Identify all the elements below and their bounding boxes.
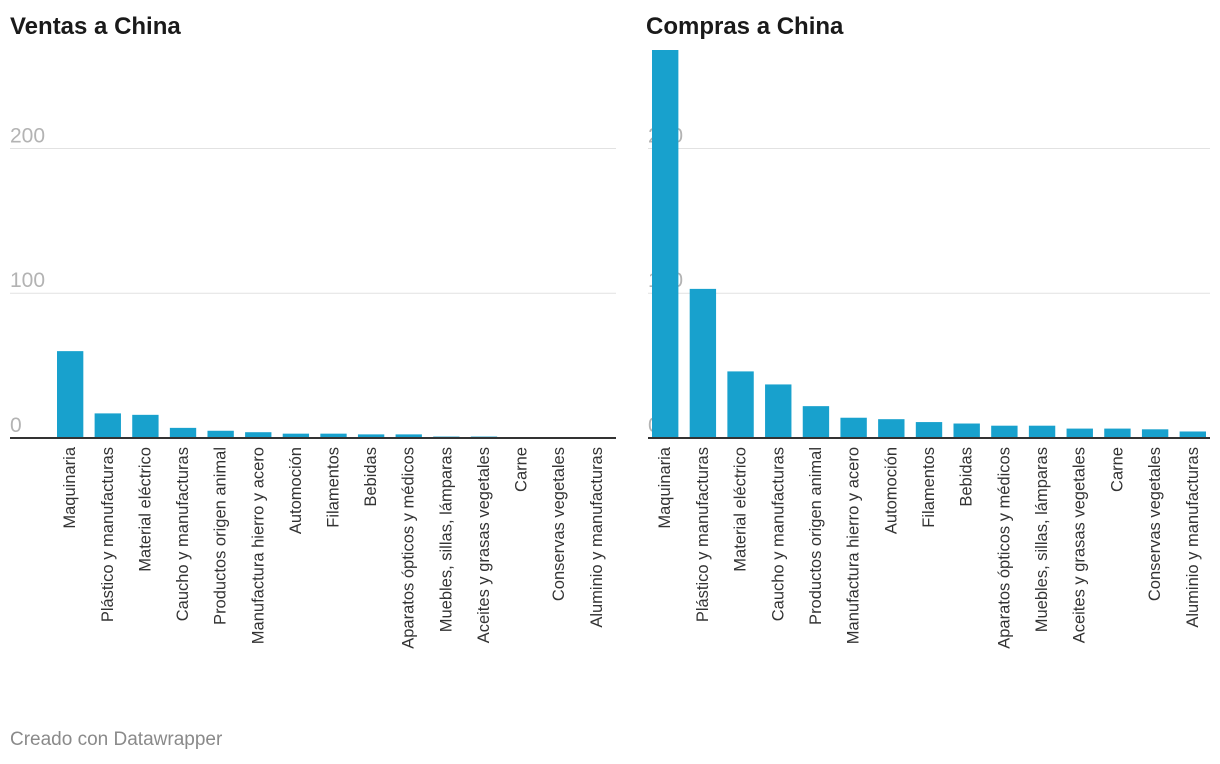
x-tick-label: Manufactura hierro y acero [845, 447, 863, 644]
x-tick-label: Bebidas [362, 447, 380, 507]
bar [765, 384, 792, 438]
chart-title: Compras a China [646, 13, 844, 40]
chart-canvas: Ventas a China 0 100 200 Maquinaria Plástico … [10, 13, 1210, 649]
x-tick-label: Aparatos ópticos y médicos [400, 447, 418, 649]
x-tick-label: Carne [1108, 447, 1126, 492]
x-tick-label: Muebles, sillas, lámparas [437, 447, 455, 632]
bar [689, 288, 717, 438]
x-tick-label: Maquinaria [656, 446, 674, 528]
x-tick-label: Productos origen animal [807, 447, 825, 625]
x-tick-label: Automoción [882, 447, 900, 534]
x-tick-label: Material eléctrico [136, 447, 154, 572]
x-tick-label: Filamentos [325, 447, 343, 528]
x-tick-label: Material eléctrico [732, 447, 750, 572]
x-tick-label: Caucho y manufacturas [174, 447, 192, 621]
bar [953, 423, 980, 438]
x-tick-label: Productos origen animal [212, 447, 230, 625]
bar [57, 351, 84, 438]
x-tick-label: Filamentos [920, 447, 938, 528]
x-tick-label: Carne [513, 447, 531, 492]
bar [652, 50, 679, 438]
x-tick-label: Automoción [287, 447, 305, 534]
bar [395, 434, 422, 438]
bar [1066, 428, 1093, 438]
x-tick-label: Conservas vegetales [550, 447, 568, 601]
bar [1141, 429, 1169, 438]
x-tick-label: Aceites y grasas vegetales [1071, 447, 1089, 643]
x-tick-label: Conservas vegetales [1146, 447, 1164, 601]
bar [991, 425, 1018, 438]
y-tick-label: 200 [10, 124, 45, 147]
bar [727, 371, 754, 438]
bar [915, 422, 943, 438]
x-tick-label: Bebidas [958, 447, 976, 507]
bar [94, 413, 121, 438]
bar [802, 406, 830, 438]
bar [245, 432, 272, 438]
bar [132, 414, 159, 438]
x-tick-label: Aparatos ópticos y médicos [995, 447, 1013, 649]
x-tick-label: Plástico y manufacturas [694, 447, 712, 622]
bar [282, 433, 310, 438]
bar [357, 434, 385, 438]
bar [1104, 428, 1131, 438]
bar [207, 430, 234, 438]
bar [878, 419, 905, 438]
y-tick-label: 100 [10, 269, 45, 292]
x-tick-label: Aceites y grasas vegetales [475, 447, 493, 643]
bar [840, 417, 867, 438]
x-tick-label: Manufactura hierro y acero [249, 447, 267, 644]
bar [1028, 425, 1056, 438]
bar [1179, 431, 1206, 438]
chart-panel-ventas: Ventas a China 0 100 200 Maquinaria Plástico … [10, 13, 616, 649]
chart-title: Ventas a China [10, 13, 181, 40]
x-tick-label: Aluminio y manufacturas [588, 447, 606, 628]
bar [169, 427, 197, 438]
x-tick-label: Maquinaria [61, 446, 79, 528]
x-tick-label: Aluminio y manufacturas [1184, 447, 1202, 628]
bar [320, 433, 347, 438]
chart-panel-compras: Compras a China0100200MaquinariaPlástico… [646, 13, 1210, 649]
x-tick-label: Muebles, sillas, lámparas [1033, 447, 1051, 632]
x-tick-label: Plástico y manufacturas [99, 447, 117, 622]
footer-credit: Creado con Datawrapper [10, 729, 223, 750]
y-tick-label: 0 [10, 414, 22, 437]
x-tick-label: Caucho y manufacturas [769, 447, 787, 621]
